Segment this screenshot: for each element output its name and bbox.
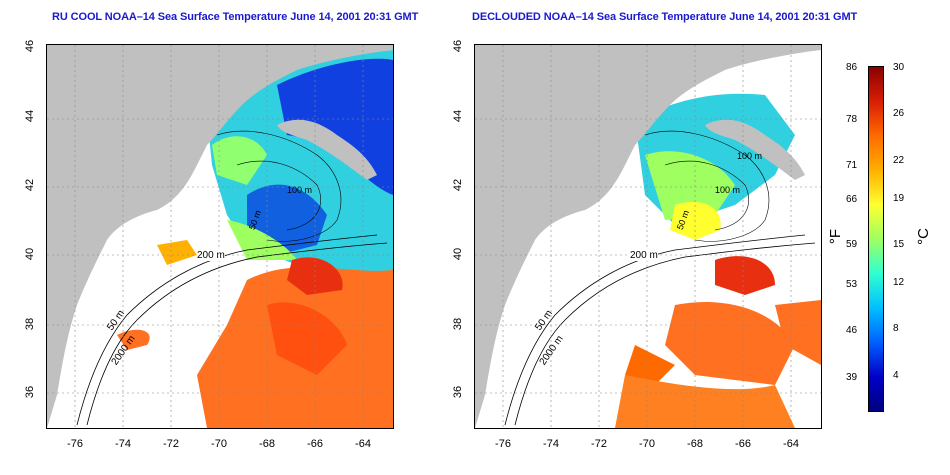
temperature-colorbar: [868, 66, 884, 412]
f-tick: 86: [846, 62, 858, 73]
land-mass: [475, 45, 821, 428]
y-tick: 40: [452, 247, 465, 261]
c-tick: 8: [893, 323, 899, 334]
f-tick: 66: [846, 194, 858, 205]
c-tick: 26: [893, 108, 905, 119]
c-tick: 30: [893, 62, 905, 73]
y-tick: 38: [452, 317, 465, 331]
y-tick: 42: [24, 178, 37, 192]
y-tick: 46: [24, 39, 37, 53]
right-map-title: DECLOUDED NOAA–14 Sea Surface Temperatur…: [472, 11, 858, 23]
y-tick: 40: [24, 247, 37, 261]
left-map-title: RU COOL NOAA–14 Sea Surface Temperature …: [52, 11, 419, 23]
x-tick: -70: [639, 438, 655, 450]
f-tick: 59: [846, 239, 858, 250]
f-tick: 39: [846, 372, 858, 383]
y-tick: 36: [24, 385, 37, 399]
c-tick: 4: [893, 370, 899, 381]
x-tick: -64: [355, 438, 371, 450]
y-tick: 44: [452, 109, 465, 123]
x-tick: -68: [687, 438, 703, 450]
y-tick: 38: [24, 317, 37, 331]
x-tick: -68: [259, 438, 275, 450]
f-tick: 71: [846, 160, 858, 171]
right-sst-map: 200 m 50 m 2000 m 100 m 100 m 50 m: [474, 44, 822, 429]
x-tick: -64: [783, 438, 799, 450]
land-mass: [47, 45, 393, 428]
y-tick: 36: [452, 385, 465, 399]
y-tick: 44: [24, 109, 37, 123]
x-tick: -76: [495, 438, 511, 450]
contour-label-100m: 100 m: [737, 151, 763, 161]
x-tick: -74: [543, 438, 559, 450]
c-tick: 19: [893, 193, 905, 204]
contour-label-200m: 200 m: [197, 250, 225, 261]
x-tick: -66: [307, 438, 323, 450]
x-tick: -74: [115, 438, 131, 450]
sst-mid-region: [212, 136, 267, 185]
c-tick: 12: [893, 277, 905, 288]
contour-label-200m: 200 m: [630, 250, 658, 261]
fahrenheit-unit-label: °F: [827, 228, 845, 245]
c-tick: 22: [893, 155, 905, 166]
f-tick: 78: [846, 114, 858, 125]
f-tick: 46: [846, 325, 858, 336]
x-tick: -76: [67, 438, 83, 450]
contour-label-100m: 100 m: [287, 185, 313, 195]
contour-label-100m-b: 100 m: [715, 185, 741, 195]
x-tick: -72: [591, 438, 607, 450]
y-tick: 46: [452, 39, 465, 53]
y-tick: 42: [452, 178, 465, 192]
x-tick: -66: [735, 438, 751, 450]
nova-scotia: [277, 119, 377, 180]
celsius-unit-label: °C: [914, 228, 932, 245]
c-tick: 15: [893, 239, 905, 250]
f-tick: 53: [846, 279, 858, 290]
left-sst-map: 200 m 50 m 2000 m 100 m 50 m: [46, 44, 394, 429]
x-tick: -70: [211, 438, 227, 450]
x-tick: -72: [163, 438, 179, 450]
